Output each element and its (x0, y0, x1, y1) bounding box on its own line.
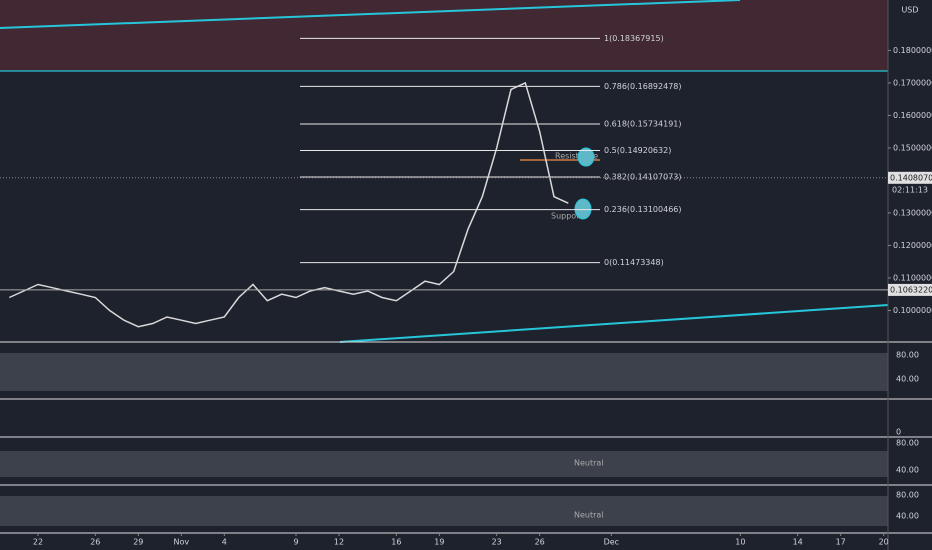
fib-label: 1(0.18367915) (604, 34, 664, 43)
x-tick-label: 16 (391, 538, 401, 547)
indicator-band (0, 496, 888, 526)
x-tick-label: 4 (222, 538, 227, 547)
y-tick-label: 0.17000000 (893, 78, 932, 87)
x-tick-label: Dec (604, 538, 619, 547)
trend-line (339, 304, 889, 343)
fib-label: 0.236(0.13100466) (604, 205, 682, 214)
indicator-tick: 80.00 (896, 491, 919, 500)
y-tick-label: 0.10000000 (893, 306, 932, 315)
x-tick-label: 22 (33, 538, 43, 547)
x-tick-label: 23 (492, 538, 502, 547)
y-tick-label: 0.18000000 (893, 46, 932, 55)
fib-label: 0.786(0.16892478) (604, 82, 682, 91)
indicator-note: Neutral (574, 511, 604, 520)
x-tick-label: 26 (90, 538, 100, 547)
indicator-tick: 80.00 (896, 439, 919, 448)
indicator-tick: 0 (896, 428, 901, 437)
indicator-band (0, 451, 888, 477)
x-tick-label: Nov (174, 538, 190, 547)
x-tick-label: 14 (793, 538, 803, 547)
x-tick-label: 29 (133, 538, 143, 547)
y-tick-label: 0.12000000 (893, 241, 932, 250)
price-tag (888, 283, 932, 296)
countdown: 02:11:13 (892, 185, 928, 194)
price-line (8, 81, 569, 328)
fib-label: 0.5(0.14920632) (604, 146, 671, 155)
indicator-band (0, 353, 888, 391)
currency: USD (901, 6, 918, 15)
y-tick-label: 0.15000000 (893, 143, 932, 152)
indicator-tick: 40.00 (896, 512, 919, 521)
x-tick-label: 20 (879, 538, 889, 547)
annotation: Resistance (555, 152, 598, 161)
y-tick-label: 0.11000000 (893, 273, 932, 282)
highlight (574, 198, 592, 220)
x-tick-label: 9 (293, 538, 298, 547)
x-tick-label: 12 (334, 538, 344, 547)
y-tick-label: 0.16000000 (893, 111, 932, 120)
x-tick-label: 19 (434, 538, 444, 547)
trend-line (0, 0, 741, 29)
price-tag (888, 171, 932, 184)
x-tick-label: 10 (735, 538, 745, 547)
fib-label: 0.618(0.15734191) (604, 120, 682, 129)
indicator-tick: 40.00 (896, 466, 919, 475)
indicator-tick: 40.00 (896, 375, 919, 384)
x-tick-label: 17 (836, 538, 846, 547)
indicator-note: Neutral (574, 459, 604, 468)
fib-label: 0(0.11473348) (604, 258, 664, 267)
fib-label: 0.382(0.14107073) (604, 172, 682, 181)
y-tick-label: 0.13000000 (893, 208, 932, 217)
last-price: 0.14080701 (890, 173, 932, 182)
annotation: Support (551, 212, 583, 221)
highlight (577, 147, 595, 167)
x-tick-label: 26 (535, 538, 545, 547)
indicator-tick: 80.00 (896, 351, 919, 360)
